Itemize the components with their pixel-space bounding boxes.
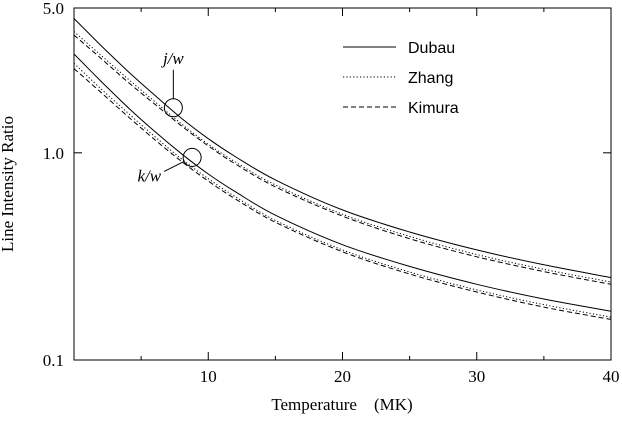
- x-tick-label: 20: [334, 367, 351, 386]
- x-tick-label: 40: [603, 367, 620, 386]
- annotations: j/w k/w: [138, 49, 202, 185]
- x-axis-title: Temperature (MK): [271, 395, 412, 414]
- series-layer: [73, 18, 612, 320]
- x-tick-label: 10: [200, 367, 217, 386]
- axis-ticks: 10 20 30 40 0.1 1.0 5.0: [43, 0, 620, 386]
- y-tick-label: 5.0: [43, 0, 64, 18]
- x-tick-label: 30: [468, 367, 485, 386]
- series-line-kimura-jw: [73, 34, 612, 285]
- annotation-label-jw: j/w: [161, 49, 184, 68]
- annotation-label-kw: k/w: [138, 166, 162, 185]
- annotation-leader-kw: [163, 160, 185, 172]
- legend-label-kimura: Kimura: [408, 100, 459, 117]
- series-line-zhang-kw: [73, 63, 612, 318]
- series-line-kimura-kw: [73, 68, 612, 320]
- legend-label-dubau: Dubau: [408, 40, 455, 57]
- legend-label-zhang: Zhang: [408, 70, 453, 87]
- y-axis-title: Line Intensity Ratio: [0, 116, 17, 252]
- y-tick-label: 0.1: [43, 351, 64, 370]
- annotation-circle-jw: [163, 98, 183, 118]
- series-line-dubau-jw: [73, 18, 612, 279]
- y-tick-label: 1.0: [43, 144, 64, 163]
- annotation-circle-kw: [182, 147, 202, 167]
- series-line-zhang-jw: [73, 31, 612, 283]
- legend: Dubau Zhang Kimura: [343, 40, 459, 117]
- series-line-dubau-kw: [73, 53, 612, 312]
